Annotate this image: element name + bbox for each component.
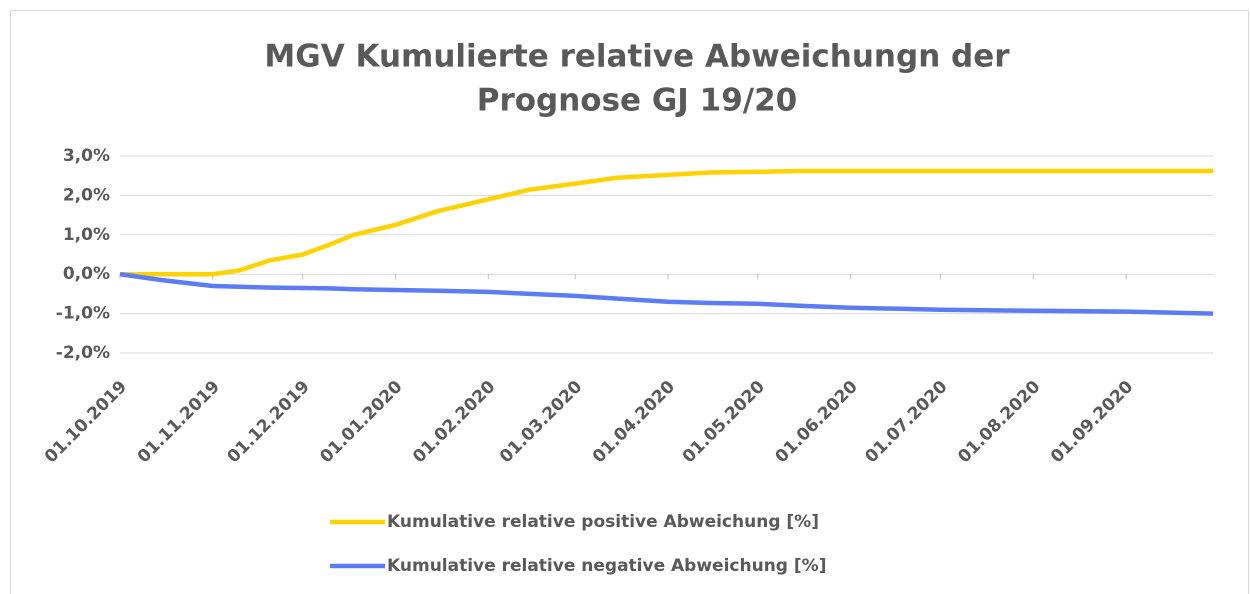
chart-frame	[10, 10, 1249, 594]
x-tick-label: 01.06.2020	[772, 377, 862, 467]
x-tick-label: 01.12.2019	[224, 377, 314, 467]
legend-label: Kumulative relative positive Abweichung …	[387, 512, 819, 532]
series-line	[120, 168, 1213, 277]
chart-title: MGV Kumulierte relative Abweichungn der	[264, 39, 1010, 75]
y-tick-label: 2,0%	[63, 185, 110, 205]
x-tick-label: 01.04.2020	[589, 377, 679, 467]
x-tick-label: 01.10.2019	[41, 377, 131, 467]
legend-label: Kumulative relative negative Abweichung …	[387, 556, 826, 576]
x-tick-label: 01.05.2020	[679, 377, 769, 467]
x-tick-label: 01.08.2020	[954, 377, 1044, 467]
y-tick-label: 3,0%	[63, 146, 110, 166]
y-tick-label: 1,0%	[63, 225, 110, 245]
y-tick-label: 0,0%	[63, 264, 110, 284]
x-tick-label: 01.03.2020	[496, 377, 586, 467]
y-tick-label: -2,0%	[56, 343, 110, 363]
x-tick-label: 01.07.2020	[861, 377, 951, 467]
series-line	[119, 271, 1214, 316]
x-tick-label: 01.02.2020	[409, 377, 499, 467]
chart-title: Prognose GJ 19/20	[477, 83, 798, 119]
y-tick-label: -1,0%	[56, 304, 110, 324]
x-tick-label: 01.01.2020	[316, 377, 406, 467]
x-tick-label: 01.11.2019	[134, 377, 224, 467]
x-tick-label: 01.09.2020	[1047, 377, 1137, 467]
